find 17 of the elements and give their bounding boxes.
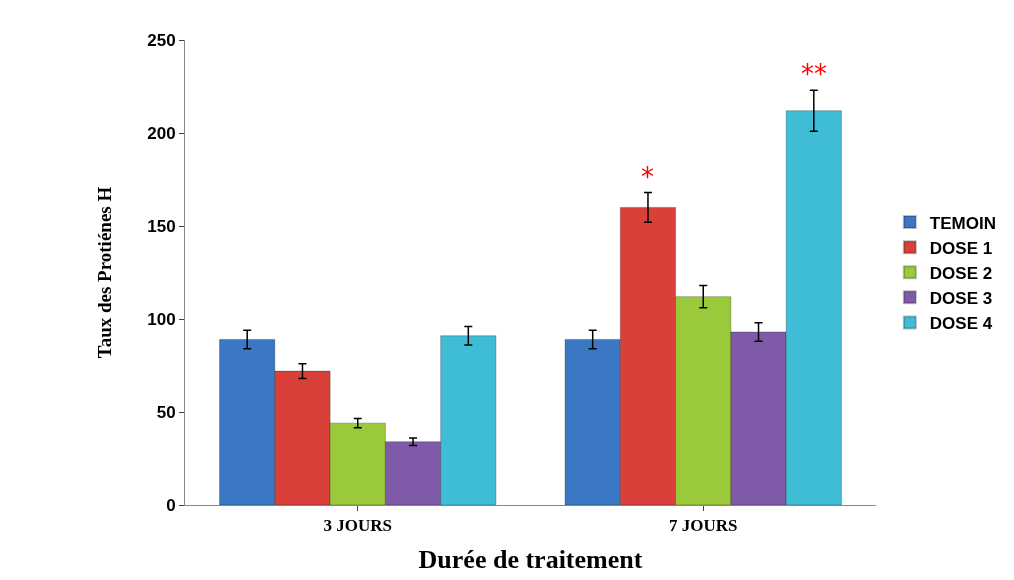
y-axis-title: Taux des Protiénes H bbox=[94, 186, 116, 359]
y-tick-label: 250 bbox=[147, 30, 176, 50]
annotation: ** bbox=[801, 59, 827, 89]
legend-label: DOSE 3 bbox=[929, 288, 993, 308]
y-tick-label: 200 bbox=[147, 123, 176, 143]
y-tick-label: 100 bbox=[147, 309, 176, 329]
y-tick-label: 150 bbox=[147, 216, 176, 236]
annotation: * bbox=[641, 162, 654, 192]
legend-label: TEMOIN bbox=[929, 213, 996, 233]
x-tick-label: 3 JOURS bbox=[323, 516, 392, 536]
y-tick-label: 50 bbox=[156, 402, 176, 422]
legend-label: DOSE 2 bbox=[929, 263, 993, 283]
y-tick-label: 0 bbox=[166, 495, 176, 515]
x-tick-label: 7 JOURS bbox=[669, 516, 738, 536]
legend-label: DOSE 4 bbox=[929, 314, 993, 334]
x-axis-title: Durée de traitement bbox=[418, 545, 643, 575]
legend-label: DOSE 1 bbox=[929, 238, 993, 258]
